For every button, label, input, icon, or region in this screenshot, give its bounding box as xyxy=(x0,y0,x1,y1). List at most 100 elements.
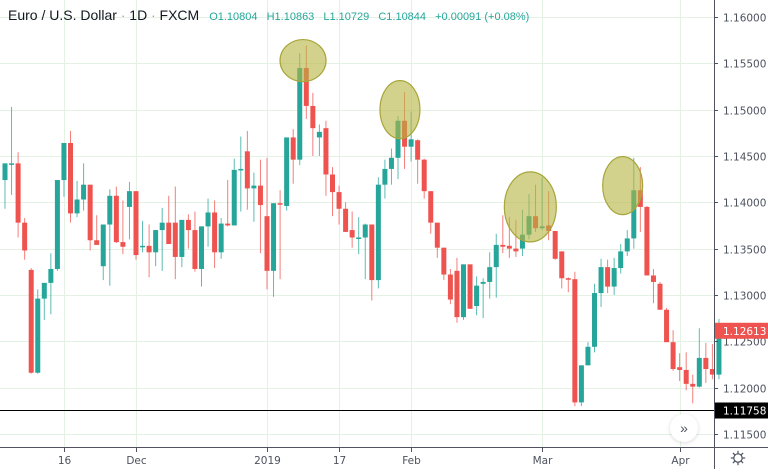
candle xyxy=(146,224,152,278)
candle xyxy=(559,251,565,289)
candle-body xyxy=(677,367,683,370)
ellipse-annotation[interactable] xyxy=(602,156,644,216)
candle xyxy=(677,353,683,382)
low-value: L1.10729 xyxy=(323,11,370,23)
candle-body xyxy=(238,168,244,171)
candle-body xyxy=(179,219,185,257)
candle-body xyxy=(493,244,499,268)
candle-body xyxy=(9,163,15,165)
candle xyxy=(349,211,355,248)
ellipse-annotations[interactable] xyxy=(279,38,644,243)
price-axis-label: 1.13500 xyxy=(723,245,766,257)
candle-body xyxy=(421,159,427,192)
candle-body xyxy=(375,184,381,281)
candle xyxy=(238,136,244,212)
candle xyxy=(166,195,172,244)
candle-body xyxy=(382,168,388,185)
grid-lines xyxy=(0,0,714,448)
candle-body xyxy=(205,212,211,227)
ellipse-annotation[interactable] xyxy=(279,38,327,83)
candle-body xyxy=(284,137,290,206)
candle-body xyxy=(100,224,106,267)
candle xyxy=(264,157,270,290)
candle xyxy=(28,268,34,374)
candle xyxy=(415,139,421,184)
candle xyxy=(310,92,316,156)
candle-body xyxy=(28,269,34,373)
scroll-to-realtime-button[interactable]: » xyxy=(670,414,698,442)
candle-body xyxy=(349,230,355,238)
candle-body xyxy=(41,282,47,299)
candle-body xyxy=(441,247,447,275)
exchange[interactable]: FXCM xyxy=(159,7,200,23)
candle-body xyxy=(22,222,28,251)
candle-body xyxy=(140,245,146,248)
ellipse-annotation[interactable] xyxy=(503,171,557,243)
candle-body xyxy=(271,203,277,271)
candle xyxy=(388,148,394,185)
ellipse-annotation[interactable] xyxy=(379,80,421,140)
candle xyxy=(153,230,159,267)
time-axis-label: Feb xyxy=(402,455,421,467)
chart-settings-button[interactable] xyxy=(727,448,749,468)
candle-body xyxy=(605,267,611,287)
candle-body xyxy=(166,222,172,244)
candle xyxy=(375,177,381,289)
candle xyxy=(192,211,198,272)
candle xyxy=(565,277,571,293)
candle-body xyxy=(54,180,60,269)
candle-body xyxy=(690,383,696,387)
candle-body xyxy=(657,283,663,310)
time-axis-label: Mar xyxy=(533,455,553,467)
time-axis[interactable] xyxy=(0,448,714,469)
candle xyxy=(362,223,368,280)
time-axis-label: 17 xyxy=(333,455,346,467)
change-value: +0.00091 (+0.08%) xyxy=(435,11,530,23)
candle-body xyxy=(670,342,676,370)
candle-body xyxy=(133,191,139,256)
candle-body xyxy=(159,222,165,231)
candle-body xyxy=(172,222,178,257)
candle xyxy=(664,307,670,343)
candle-body xyxy=(644,206,650,276)
last-price-label: 1.12613 xyxy=(723,326,766,338)
candle-body xyxy=(199,226,204,269)
candle-body xyxy=(231,169,237,226)
candle-body xyxy=(297,67,303,160)
price-axis-label: 1.12000 xyxy=(723,384,766,396)
candle-body xyxy=(48,268,54,283)
price-axis-label: 1.15000 xyxy=(723,106,766,118)
candle-body xyxy=(369,224,375,281)
candle xyxy=(487,252,493,299)
candle xyxy=(618,243,624,274)
candle-body xyxy=(631,190,637,239)
candle-body xyxy=(598,267,604,294)
candle xyxy=(624,230,630,257)
candle-body xyxy=(15,163,21,223)
candle-body xyxy=(310,105,316,129)
price-axis-label: 1.13000 xyxy=(723,291,766,303)
candle-body xyxy=(303,67,309,106)
candle xyxy=(271,203,277,297)
candle-body xyxy=(107,195,113,225)
candle xyxy=(336,185,342,225)
candle-body xyxy=(277,203,283,205)
symbol-name[interactable]: Euro / U.S. Dollar xyxy=(8,7,117,23)
candle xyxy=(199,226,204,287)
candle xyxy=(212,200,218,269)
candle-body xyxy=(474,285,480,307)
candle xyxy=(650,268,656,304)
candle-body xyxy=(146,245,152,253)
candle xyxy=(441,247,447,281)
candle-body xyxy=(388,157,394,169)
candle-body xyxy=(447,274,453,300)
interval[interactable]: 1D xyxy=(129,7,148,23)
candle xyxy=(330,167,335,217)
separator: · xyxy=(120,8,126,23)
candle-body xyxy=(2,163,8,181)
candle-body xyxy=(61,142,67,181)
candle xyxy=(585,342,591,366)
